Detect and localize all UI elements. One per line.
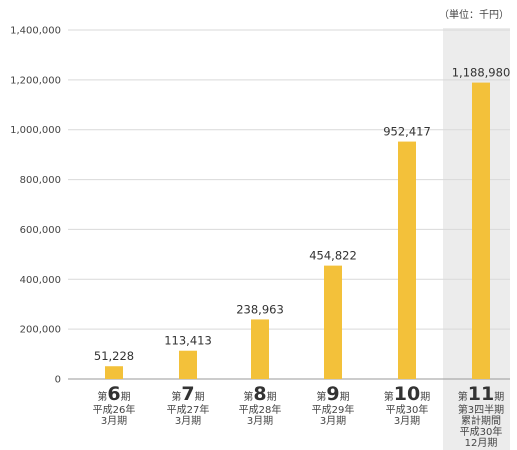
- category-sublabel: 3月期: [101, 415, 127, 427]
- data-label: 51,228: [94, 349, 134, 363]
- category-sublabel: 平成30年: [460, 425, 503, 438]
- category-sublabel: 平成27年: [167, 403, 210, 416]
- category-label: 第10期: [384, 383, 430, 405]
- y-tick-label: 800,000: [20, 175, 61, 186]
- y-tick-label: 1,000,000: [10, 125, 61, 136]
- y-tick-label: 1,400,000: [10, 26, 61, 37]
- y-tick-label: 1,200,000: [10, 75, 61, 86]
- category-label: 第6期: [97, 383, 130, 405]
- bar: [398, 141, 416, 379]
- category-sublabel: 平成30年: [386, 403, 429, 416]
- data-label: 238,963: [236, 302, 284, 316]
- y-tick-label: 600,000: [20, 225, 61, 236]
- data-label: 454,822: [309, 249, 357, 263]
- data-label: 1,188,980: [452, 66, 511, 80]
- category-sublabel: 平成28年: [239, 403, 282, 416]
- unit-note: （単位：千円）: [439, 10, 509, 21]
- category-sublabel: 3月期: [320, 415, 346, 427]
- bar: [105, 366, 123, 379]
- category-sublabel: 3月期: [394, 415, 420, 427]
- category-sublabel: 12月期: [465, 437, 498, 449]
- category-sublabel: 平成26年: [93, 403, 136, 416]
- category-sublabel: 3月期: [175, 415, 201, 427]
- bar: [179, 350, 197, 379]
- data-label: 952,417: [383, 125, 431, 139]
- category-label: 第9期: [316, 383, 349, 405]
- category-label: 第7期: [171, 383, 204, 405]
- category-label: 第8期: [243, 383, 276, 405]
- y-tick-label: 200,000: [20, 325, 61, 336]
- category-sublabel: 3月期: [247, 415, 273, 427]
- category-label: 第11期: [458, 383, 504, 405]
- category-sublabel: 平成29年: [312, 403, 355, 416]
- bar: [472, 82, 490, 379]
- category-sublabel: 第3四半期: [458, 403, 504, 416]
- bar: [251, 319, 269, 379]
- data-label: 113,413: [164, 334, 212, 348]
- bar: [324, 265, 342, 379]
- category-sublabel: 累計期間: [461, 414, 501, 427]
- y-tick-label: 400,000: [20, 275, 61, 286]
- y-tick-label: 0: [55, 375, 61, 386]
